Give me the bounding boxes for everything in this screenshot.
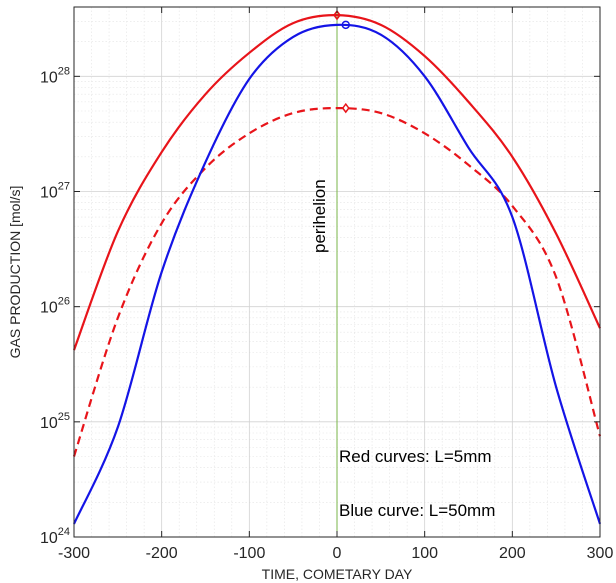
annotation-red-curves: Red curves: L=5mm: [339, 447, 492, 466]
series-marker-0: [333, 9, 341, 21]
y-axis-label: GAS PRODUCTION [mol/s]: [7, 186, 23, 359]
y-tick-base: 10: [40, 185, 58, 202]
x-axis-label: TIME, COMETARY DAY: [262, 566, 413, 582]
x-tick-label: 300: [587, 545, 614, 562]
series-marker-1: [341, 102, 350, 114]
y-tick-exponent: 25: [58, 411, 70, 423]
y-tick-label: 1027: [40, 181, 70, 202]
y-tick-label: 1026: [40, 296, 70, 317]
y-tick-base: 10: [40, 530, 58, 547]
y-tick-label: 1024: [40, 526, 70, 547]
markers-group: [333, 9, 351, 114]
annotation-blue-curve: Blue curve: L=50mm: [339, 501, 495, 520]
x-tick-label: 0: [333, 545, 342, 562]
ticks-group: [73, 7, 601, 538]
perihelion-label: perihelion: [310, 179, 329, 253]
y-tick-base: 10: [40, 69, 58, 86]
x-tick-label: -200: [146, 545, 178, 562]
series-group: [72, 14, 602, 525]
x-tick-label: 200: [499, 545, 526, 562]
y-tick-label: 1028: [40, 65, 70, 86]
series-line-0: [72, 14, 601, 351]
y-tick-base: 10: [40, 415, 58, 432]
series-line-2: [72, 23, 602, 525]
series-marker-2: [341, 20, 351, 30]
series-line-1: [72, 106, 602, 457]
x-tick-labels: -300 -200 -100 0 100 200 300: [58, 545, 613, 562]
y-tick-label: 1025: [40, 411, 70, 432]
x-tick-label: 100: [411, 545, 438, 562]
y-tick-exponent: 24: [58, 526, 70, 538]
y-tick-exponent: 28: [58, 65, 70, 77]
y-tick-exponent: 26: [58, 296, 70, 308]
y-tick-exponent: 27: [58, 181, 70, 193]
x-tick-label: -100: [233, 545, 265, 562]
x-tick-label: -300: [58, 545, 90, 562]
y-tick-base: 10: [40, 300, 58, 317]
